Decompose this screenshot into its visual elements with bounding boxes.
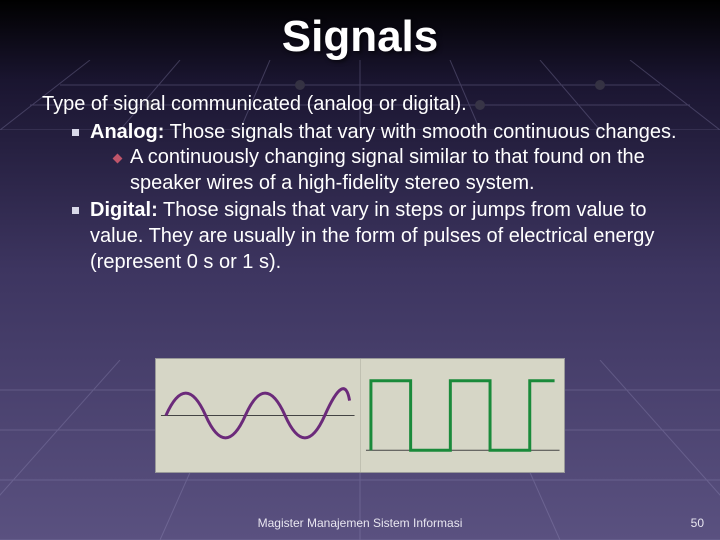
digital-text: Those signals that vary in steps or jump… xyxy=(90,199,654,272)
analog-sub-text: A continuously changing signal similar t… xyxy=(130,146,645,194)
square-bullet-icon xyxy=(72,207,79,214)
digital-wave-path xyxy=(370,381,554,450)
analog-label: Analog: xyxy=(90,121,164,143)
bullet-digital: Digital: Those signals that vary in step… xyxy=(90,198,678,275)
diamond-bullet-icon xyxy=(113,154,123,164)
analog-wave-path xyxy=(166,389,350,438)
digital-wave-panel xyxy=(360,359,565,472)
analog-wave-panel xyxy=(156,359,360,472)
bullet-analog: Analog: Those signals that vary with smo… xyxy=(90,120,678,197)
lead-text: Type of signal communicated (analog or d… xyxy=(42,92,678,118)
analog-text: Those signals that vary with smooth cont… xyxy=(164,121,676,143)
digital-label: Digital: xyxy=(90,199,158,221)
digital-wave-svg xyxy=(361,359,565,472)
analog-sublist: A continuously changing signal similar t… xyxy=(90,145,678,196)
page-number: 50 xyxy=(691,516,704,530)
slide-body: Type of signal communicated (analog or d… xyxy=(0,62,720,275)
signal-charts xyxy=(155,358,565,473)
footer-text: Magister Manajemen Sistem Informasi xyxy=(0,516,720,530)
bullet-list: Analog: Those signals that vary with smo… xyxy=(42,120,678,276)
analog-sub-item: A continuously changing signal similar t… xyxy=(130,145,678,196)
slide-title: Signals xyxy=(0,0,720,62)
square-bullet-icon xyxy=(72,129,79,136)
analog-wave-svg xyxy=(156,359,360,472)
